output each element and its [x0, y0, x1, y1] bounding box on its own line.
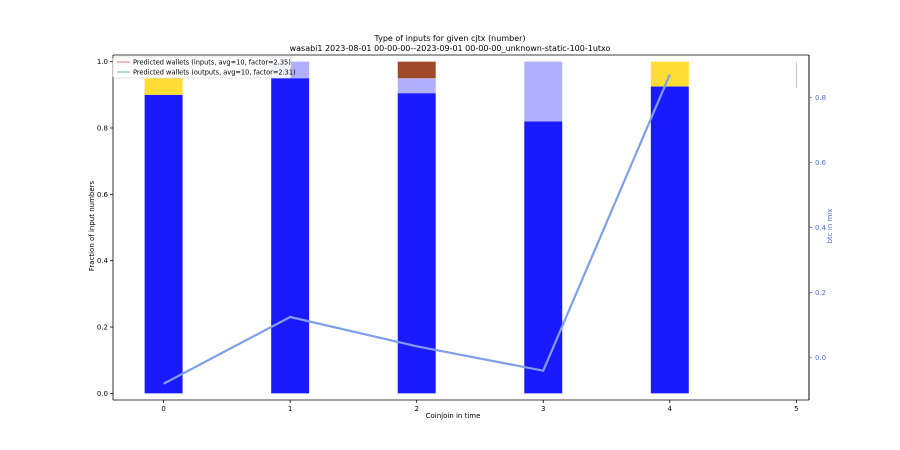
y2-axis-label: btc in mix [826, 209, 834, 244]
ticks-layer: 0 1 2 3 4 5 0.0 0.2 0.4 0.6 0.8 1.0 0.0 0.2 0.4 0.6 0.8 [97, 58, 827, 413]
line-layer [163, 74, 671, 385]
legend-label-inputs: Predicted wallets (inputs, avg=10, facto… [133, 59, 291, 67]
y-tick-label-1.0: 1.0 [97, 58, 108, 66]
bar-remix-2 [397, 78, 436, 94]
y2-tick-label-0.4: 0.4 [815, 224, 827, 232]
bar-fresh-0 [144, 94, 183, 394]
y-tick-label-0.6: 0.6 [97, 191, 109, 199]
y2-tick-label-0.2: 0.2 [815, 289, 826, 297]
bar-other-2 [397, 61, 436, 79]
y-tick-label-0.2: 0.2 [97, 324, 108, 332]
x-axis-label: Coinjoin in time [426, 412, 481, 420]
axes-layer [112, 54, 810, 401]
y2-tick-label-0.6: 0.6 [815, 159, 827, 167]
bar-remix-3 [524, 61, 563, 122]
bar-fresh-4 [650, 86, 689, 394]
y2-tick-label-0.0: 0.0 [815, 354, 826, 362]
x-tick-label-0: 0 [161, 405, 165, 413]
chart-subtitle: wasabi1 2023-08-01 00-00-00--2023-09-01 … [290, 44, 611, 53]
bar-friends-0 [144, 78, 183, 95]
y-tick-label-0.8: 0.8 [97, 124, 108, 132]
legend-label-outputs: Predicted wallets (outputs, avg=10, fact… [133, 69, 296, 77]
bar-fresh-3 [524, 121, 563, 394]
bars-layer [144, 61, 797, 394]
legend: Predicted wallets (inputs, avg=10, facto… [112, 56, 296, 79]
x-tick-label-3: 3 [541, 405, 545, 413]
y2-tick-label-0.8: 0.8 [815, 94, 826, 102]
x-tick-label-2: 2 [414, 405, 418, 413]
chart-title: Type of inputs for given cjtx (number) [373, 34, 525, 43]
y-tick-label-0.0: 0.0 [97, 390, 108, 398]
x-tick-label-1: 1 [288, 405, 292, 413]
bar-fresh-1 [271, 78, 310, 394]
x-tick-label-4: 4 [668, 405, 673, 413]
btc-in-mix-line [163, 74, 671, 385]
y-axis-label: Fraction of input numbers [88, 180, 96, 271]
y-tick-label-0.4: 0.4 [97, 257, 109, 265]
legend-frame [112, 56, 292, 79]
bar-friends-4 [650, 61, 689, 87]
x-tick-label-5: 5 [794, 405, 798, 413]
